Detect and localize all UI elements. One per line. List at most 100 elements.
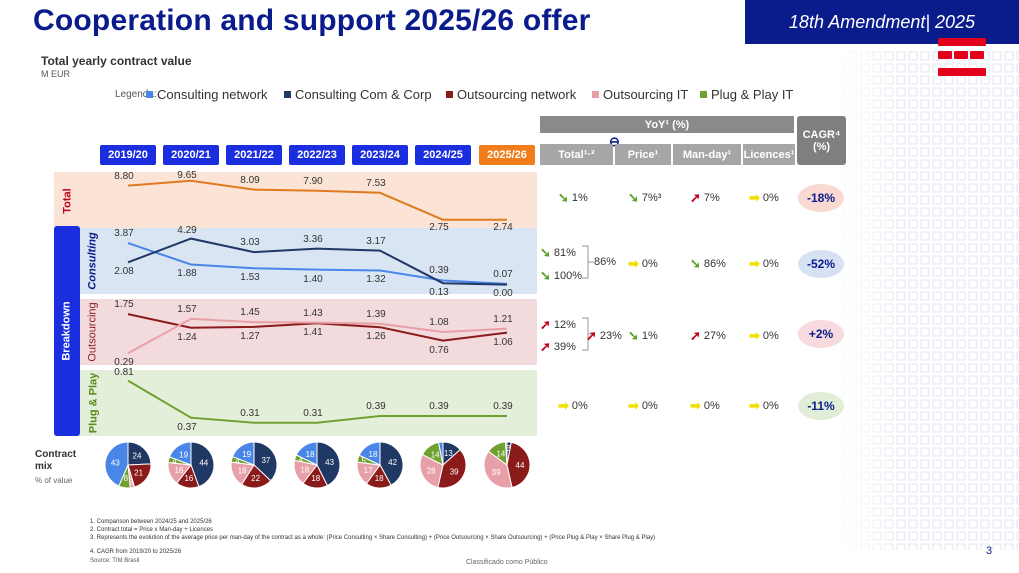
series-line-consulting-com-corp [127,237,508,286]
yoy-value: 1% [641,330,658,342]
yoy-consulting-cell: ➡ 0% [628,256,658,272]
legend-label: Outsourcing IT [603,86,689,102]
yoy-value: 27% [703,330,726,342]
yoy-value: 100% [553,270,583,282]
yoy-outsourcing-split: ➚ 12% [540,317,576,333]
yoy-value: 86% [703,258,726,270]
yoy-value: 0% [762,330,779,342]
pie-slice [168,441,192,466]
pie-label: 4 [235,457,240,466]
pie-label: 18 [311,474,320,483]
year-header: 2022/23 [289,145,345,165]
pie-label: 4 [172,457,177,466]
cagr-title: CAGR⁴ [802,128,841,141]
pie-label: 43 [325,458,334,467]
price-column-header: Price¹ [615,144,671,165]
data-label: 1.08 [429,317,449,329]
series-line-total [127,179,507,221]
yoy-value: 1% [571,192,588,204]
legend-item-consulting-com-corp: Consulting Com & Corp [284,86,432,102]
yoy-value: 23% [599,330,622,342]
data-label: 0.39 [429,400,449,412]
pie-slice [483,450,513,489]
arrow-right-icon: ➡ [749,398,760,413]
cagr-value: +2% [798,320,844,348]
pie-slice [506,441,531,489]
yoy-total-cell: ➡ 0% [749,190,779,206]
arrow-up-icon: ➚ [540,339,551,354]
pie-slice [127,441,152,466]
pie-label: 16 [184,474,193,483]
data-label: 0.39 [493,400,513,412]
data-label: 3.36 [303,233,323,245]
pie-slice [253,441,278,482]
pie-slice [231,441,255,466]
legend-item-outsourcing-network: Outsourcing network [446,86,576,102]
arrow-right-icon: ➡ [690,398,701,413]
data-label: 1.43 [303,307,323,319]
pie-label: 18 [306,450,315,459]
yoy-value: 0% [762,192,779,204]
data-label: 0.00 [493,288,513,299]
pie-label: 39 [492,468,501,477]
pie-label: 19 [179,450,188,459]
data-label: 2.74 [493,222,513,233]
data-label: 9.65 [177,170,197,181]
legend-item-outsourcing-it: Outsourcing IT [592,86,688,102]
data-label: 7.90 [303,175,323,187]
data-label: 0.81 [114,367,134,378]
data-label: 0.31 [303,407,323,419]
legend-label: Outsourcing network [457,86,577,102]
yoy-consulting-cell: ➘ 86% [690,256,726,272]
cagr-value: -18% [798,184,844,212]
pie-label: 16 [175,466,184,475]
arrow-right-icon: ➡ [749,190,760,205]
pie-label: 17 [364,466,373,475]
yoy-total-cell: ➘ 7%³ [628,190,661,206]
yoy-outsourcing-cell: ➚ 27% [690,328,726,344]
yoy-outsourcing-cell: ➡ 0% [749,328,779,344]
arrow-right-icon: ➡ [749,328,760,343]
unit-label: M EUR [41,69,70,79]
data-label: 1.53 [240,272,260,284]
pie-label: 21 [134,469,143,478]
arrow-down-icon: ➘ [540,245,551,260]
yoy-consulting-cell: 86% [594,256,616,268]
pie-label: 18 [375,474,384,483]
arrow-right-icon: ➡ [628,256,639,271]
yoy-value: 0% [641,400,658,412]
classification-note: Classificado como Público [466,559,548,566]
cagr-header: CAGR⁴ (%) [797,116,846,165]
legend-label: Plug & Play IT [711,86,794,102]
yoy-value: 81% [553,247,576,259]
yoy-total-cell: ➘ 1% [558,190,588,206]
page-number: 3 [986,545,993,557]
yoy-outsourcing-split: ➚ 39% [540,339,576,355]
data-label: 1.45 [240,307,260,319]
plugplay-band [54,370,537,436]
data-label: 1.21 [493,313,513,325]
yoy-value: 12% [553,319,576,331]
yoy-value: 0% [762,258,779,270]
pie-slice [295,441,318,466]
pie-slice [104,441,129,487]
legend-label: Consulting Com & Corp [295,86,432,102]
data-label: 2.75 [429,222,449,233]
data-label: 7.53 [366,177,386,189]
year-header: 2019/20 [100,145,156,165]
data-label: 0.31 [240,407,260,419]
divider-icon: ⊖ [609,134,620,149]
pie-label: 24 [133,452,142,461]
data-label: 8.80 [114,170,134,182]
brand-logo [938,38,986,80]
pie-slice [316,441,341,487]
yoy-value: 0% [641,258,658,270]
arrow-down-icon: ➘ [558,190,569,205]
legend-item-consulting-network: Consulting network [146,86,268,102]
data-label: 0.39 [366,400,386,412]
total-column-header: Total¹·² [540,144,613,165]
data-label: 0.39 [429,265,449,277]
footnote: 3. Represents the evolution of the avera… [90,535,656,541]
cagr-unit: (%) [812,140,831,153]
